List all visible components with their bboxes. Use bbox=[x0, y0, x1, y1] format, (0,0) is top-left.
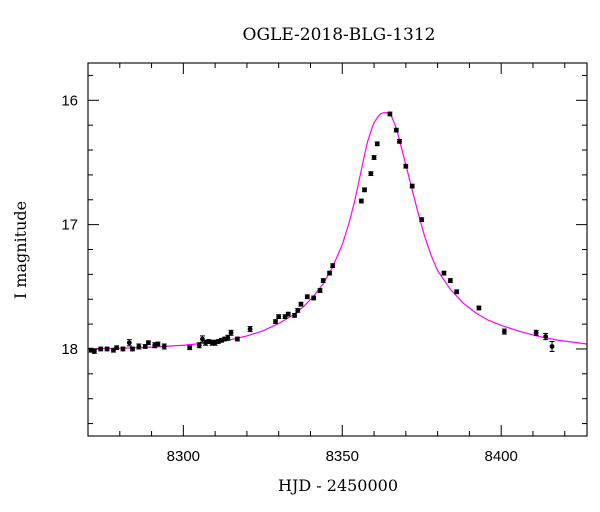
data-point bbox=[327, 270, 333, 276]
data-point bbox=[543, 332, 549, 341]
data-point bbox=[225, 334, 231, 341]
data-point bbox=[273, 319, 279, 325]
x-tick-label: 8400 bbox=[484, 448, 517, 465]
data-point bbox=[403, 163, 409, 169]
data-point bbox=[98, 346, 104, 352]
data-point bbox=[196, 342, 202, 349]
data-point bbox=[501, 328, 507, 335]
data-point bbox=[387, 111, 393, 117]
data-point bbox=[228, 329, 234, 336]
data-point bbox=[104, 346, 110, 352]
data-point bbox=[549, 341, 555, 352]
data-point bbox=[276, 314, 282, 320]
data-point bbox=[285, 311, 291, 317]
plot-frame bbox=[87, 62, 588, 437]
data-point bbox=[129, 346, 135, 352]
data-point bbox=[533, 329, 539, 336]
data-point bbox=[120, 346, 126, 352]
data-point bbox=[393, 127, 399, 133]
axis-ticks bbox=[87, 63, 587, 436]
data-point bbox=[476, 305, 482, 311]
data-point bbox=[374, 141, 380, 147]
data-point bbox=[419, 217, 425, 223]
data-point bbox=[304, 294, 310, 300]
y-axis-title: I magnitude bbox=[11, 201, 30, 299]
data-point bbox=[441, 270, 447, 276]
data-point bbox=[447, 278, 453, 283]
data-point bbox=[311, 295, 317, 301]
data-point bbox=[247, 326, 253, 333]
plot-area bbox=[88, 111, 587, 354]
data-point bbox=[409, 183, 415, 189]
data-point bbox=[396, 138, 402, 144]
y-tick-label: 17 bbox=[61, 217, 78, 234]
data-point bbox=[110, 347, 116, 353]
data-point bbox=[155, 341, 161, 347]
chart-title: OGLE-2018-BLG-1312 bbox=[243, 25, 436, 45]
axis-tick-labels: 8300 8350 8400 16 17 18 bbox=[61, 92, 518, 465]
data-point bbox=[295, 308, 301, 313]
data-point bbox=[317, 288, 323, 293]
data-point bbox=[136, 343, 142, 350]
data-point bbox=[368, 171, 374, 177]
data-point bbox=[91, 349, 97, 354]
data-point bbox=[114, 345, 120, 351]
y-tick-label: 16 bbox=[61, 92, 78, 109]
data-point bbox=[371, 155, 377, 160]
data-point bbox=[292, 312, 298, 318]
data-point bbox=[358, 198, 364, 204]
data-point bbox=[161, 343, 167, 350]
data-point bbox=[234, 336, 240, 342]
data-point bbox=[362, 187, 368, 193]
y-tick-label: 18 bbox=[61, 341, 78, 358]
data-point bbox=[126, 339, 132, 347]
data-point bbox=[330, 263, 336, 269]
model-curve bbox=[88, 112, 587, 350]
data-point bbox=[142, 344, 148, 349]
data-point bbox=[187, 345, 193, 351]
data-point bbox=[298, 301, 304, 307]
x-axis-title: HJD - 2450000 bbox=[278, 476, 398, 495]
x-tick-label: 8300 bbox=[167, 448, 200, 465]
data-point bbox=[454, 289, 460, 295]
data-point bbox=[320, 278, 326, 283]
x-tick-label: 8350 bbox=[326, 448, 359, 465]
data-point bbox=[145, 340, 151, 346]
